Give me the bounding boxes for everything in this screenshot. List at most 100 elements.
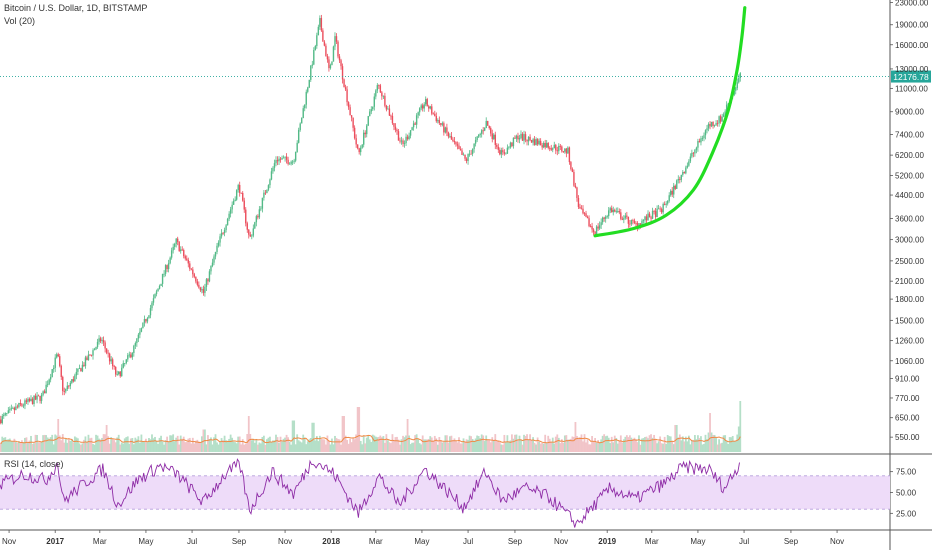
candle-body	[30, 398, 32, 402]
candle-body	[462, 154, 465, 156]
volume-bar	[14, 441, 17, 452]
candle-body	[273, 163, 276, 168]
candle-body	[697, 141, 699, 148]
volume-bar	[338, 439, 341, 452]
candle-body	[102, 340, 105, 343]
candle-body	[391, 115, 394, 124]
volume-bar	[465, 439, 468, 452]
candle-body	[497, 146, 500, 150]
volume-bar	[706, 439, 708, 452]
candle-body	[707, 124, 710, 129]
volume-bar	[259, 443, 262, 452]
candle-body	[358, 148, 360, 153]
candle-body	[86, 357, 88, 361]
candle-body	[234, 199, 236, 201]
candle-body	[105, 348, 108, 353]
candle-body	[589, 226, 592, 227]
candle-body	[367, 116, 369, 126]
volume-bar	[648, 435, 651, 452]
volume-bar	[597, 440, 600, 452]
candle-body	[325, 45, 327, 57]
candle-body	[485, 121, 487, 129]
candle-body	[16, 406, 19, 408]
candle-body	[246, 223, 248, 230]
volume-bar	[28, 440, 31, 452]
volume-bar	[278, 442, 280, 452]
candle-body	[654, 211, 657, 218]
candle-body	[423, 104, 425, 109]
candle-body	[384, 95, 386, 106]
volume-bar	[117, 434, 120, 452]
candle-body	[494, 134, 496, 145]
candle-body	[657, 208, 660, 210]
candle-body	[483, 128, 486, 131]
candle-body	[266, 189, 268, 194]
candle-body	[243, 200, 245, 210]
volume-bar	[125, 437, 128, 452]
volume-bar	[99, 439, 102, 452]
volume-bar	[237, 436, 240, 452]
candle-body	[393, 123, 395, 127]
candle-body	[645, 216, 648, 221]
candle-body	[400, 140, 403, 142]
volume-bar	[589, 444, 592, 452]
candle-body	[313, 50, 315, 65]
candle-body	[49, 377, 52, 380]
rsi-line	[0, 458, 740, 528]
volume-bar	[527, 440, 530, 452]
candle-body	[580, 208, 583, 210]
candle-body	[698, 141, 701, 143]
volume-bar	[622, 439, 625, 452]
volume-bar	[152, 438, 155, 452]
volume-bar	[733, 441, 736, 452]
volume-bar	[210, 437, 212, 452]
candle-body	[356, 144, 359, 149]
volume-bar	[532, 437, 534, 452]
volume-bar	[459, 443, 462, 452]
volume-bar	[391, 434, 394, 452]
volume-bar	[450, 435, 453, 452]
volume-bar	[312, 422, 315, 452]
candle-body	[48, 379, 50, 385]
candle-body	[553, 144, 555, 149]
volume-bar	[18, 441, 20, 452]
volume-bar	[656, 443, 659, 452]
volume-bar	[184, 442, 187, 452]
volume-bar	[296, 434, 299, 452]
price-tick-label: 2100.00	[895, 277, 924, 286]
volume-bar	[449, 436, 451, 452]
candle-body	[219, 236, 221, 243]
volume-bar	[727, 443, 730, 452]
candle-body	[254, 222, 256, 229]
time-tick-label: Mar	[369, 537, 383, 546]
candle-body	[376, 85, 379, 91]
candle-body	[204, 286, 206, 293]
candle-body	[588, 218, 590, 227]
candle-body	[511, 142, 513, 147]
candle-body	[37, 395, 40, 397]
candle-body	[275, 160, 277, 164]
candle-body	[293, 160, 295, 162]
volume-bar	[687, 435, 690, 452]
candle-body	[592, 229, 595, 232]
volume-bar	[430, 437, 433, 452]
rsi-tick-label: 50.00	[896, 489, 917, 498]
candle-body	[13, 407, 16, 411]
volume-bar	[600, 439, 603, 452]
price-tick-label: 770.00	[895, 394, 920, 403]
candle-body	[60, 365, 62, 377]
volume-bar	[438, 437, 441, 452]
candle-body	[346, 89, 348, 103]
candle-body	[364, 132, 366, 135]
volume-bar	[571, 436, 574, 452]
candle-body	[308, 79, 310, 88]
volume-bar	[344, 435, 347, 452]
volume-bar	[78, 443, 81, 452]
volume-bar	[698, 438, 701, 452]
volume-bar	[123, 438, 126, 452]
volume-bar	[31, 443, 34, 452]
candle-body	[712, 121, 714, 126]
time-tick-label: 2019	[598, 537, 616, 546]
candle-body	[670, 190, 672, 196]
